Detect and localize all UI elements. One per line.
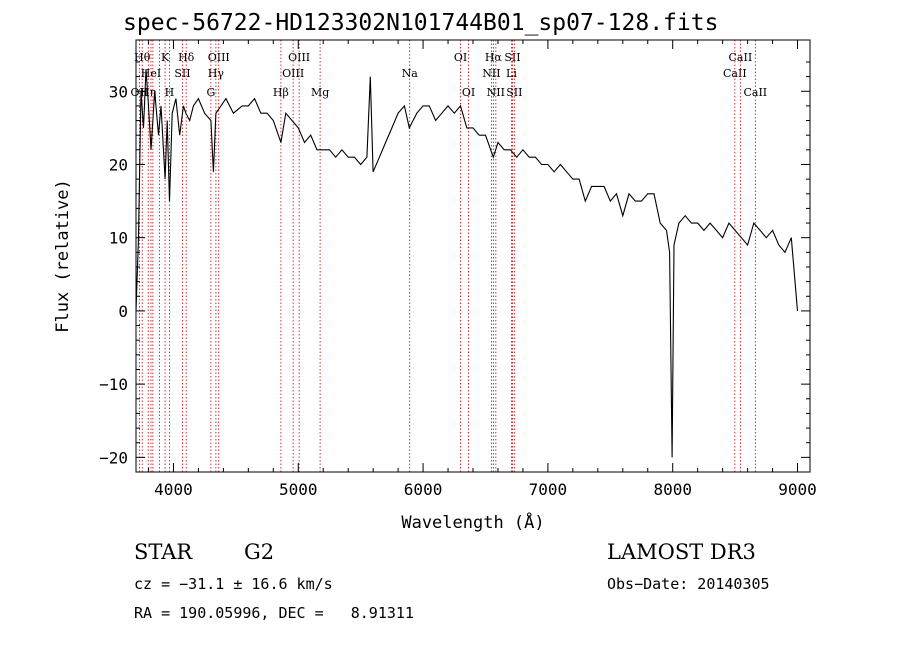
line-label: OIII bbox=[288, 51, 310, 64]
survey-name: LAMOST DR3 bbox=[607, 540, 756, 564]
y-tick-label: 20 bbox=[109, 155, 128, 174]
axis-ticks: 4000 5000 6000 7000 8000 9000 −20 −10 0 10 20 30 bbox=[99, 40, 817, 499]
x-tick-label: 7000 bbox=[529, 480, 568, 499]
line-label: CaII bbox=[723, 67, 747, 80]
line-label: G bbox=[206, 86, 215, 99]
line-label: Hδ bbox=[178, 51, 195, 64]
line-label: CaII bbox=[743, 86, 767, 99]
line-label: Hγ bbox=[208, 67, 225, 80]
line-label: CaII bbox=[729, 51, 753, 64]
line-label: OII bbox=[131, 86, 149, 99]
line-label: Li bbox=[506, 67, 517, 80]
line-label: OI bbox=[462, 86, 475, 99]
x-tick-label: 6000 bbox=[404, 480, 443, 499]
object-subclass: G2 bbox=[244, 540, 275, 564]
x-tick-label: 5000 bbox=[279, 480, 318, 499]
y-tick-label: −20 bbox=[99, 448, 128, 467]
line-label: Hη bbox=[140, 86, 156, 99]
line-label: K bbox=[161, 51, 170, 64]
y-tick-label: 0 bbox=[118, 302, 128, 321]
object-class: STAR bbox=[134, 540, 193, 564]
line-label: Hθ bbox=[134, 51, 151, 64]
y-tick-label: 30 bbox=[109, 82, 128, 101]
y-tick-label: 10 bbox=[109, 229, 128, 248]
y-tick-label: −10 bbox=[99, 375, 128, 394]
chart-title: spec-56722-HD123302N101744B01_sp07-128.f… bbox=[123, 10, 719, 36]
line-label: NII bbox=[487, 86, 505, 99]
line-label: H bbox=[165, 86, 175, 99]
line-label: Mg bbox=[311, 86, 329, 99]
x-tick-label: 4000 bbox=[154, 480, 193, 499]
x-tick-label: 8000 bbox=[653, 480, 692, 499]
line-label: Na bbox=[402, 67, 419, 80]
x-axis-label: Wavelength (Å) bbox=[401, 511, 544, 533]
line-label: SII bbox=[504, 51, 520, 64]
line-label: OIII bbox=[282, 67, 304, 80]
observation-date: Obs−Date: 20140305 bbox=[607, 575, 770, 593]
line-label: HeI bbox=[141, 67, 161, 80]
line-label: OI bbox=[454, 51, 467, 64]
x-tick-label: 9000 bbox=[778, 480, 817, 499]
line-label: NII bbox=[482, 67, 500, 80]
spectrum-series-line bbox=[135, 69, 799, 458]
coordinates: RA = 190.05996, DEC = 8.91311 bbox=[134, 604, 414, 622]
line-label: Hβ bbox=[273, 86, 289, 99]
line-label: SII bbox=[174, 67, 190, 80]
line-label: Hα bbox=[485, 51, 503, 64]
line-label: SII bbox=[506, 86, 522, 99]
line-label: OIII bbox=[208, 51, 230, 64]
redshift-velocity: cz = −31.1 ± 16.6 km/s bbox=[134, 575, 333, 593]
y-axis-label: Flux (relative) bbox=[53, 179, 73, 333]
plot-frame bbox=[135, 39, 811, 473]
